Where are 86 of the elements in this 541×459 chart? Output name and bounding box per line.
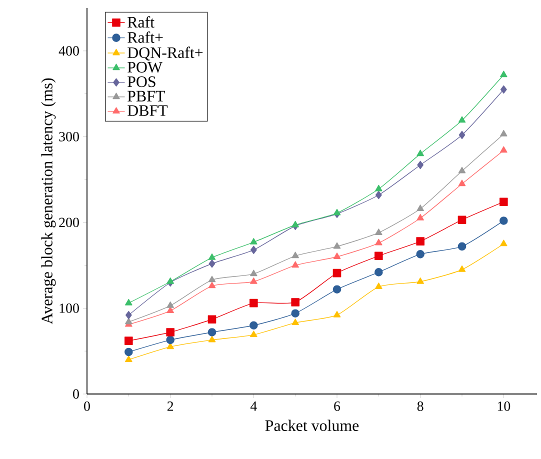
- point: [292, 220, 299, 228]
- point: [416, 214, 424, 220]
- legend-label: DQN-Raft+: [128, 46, 203, 60]
- point: [250, 298, 258, 308]
- point: [500, 240, 508, 246]
- point: [458, 265, 466, 272]
- point: [166, 328, 174, 336]
- point: [458, 180, 466, 186]
- y-axis-title: Average block generation latency (ms): [41, 78, 56, 324]
- point: [416, 250, 424, 258]
- point: [166, 277, 174, 284]
- point: [375, 238, 382, 246]
- point: [208, 253, 216, 260]
- point: [166, 342, 174, 350]
- point: [500, 216, 508, 225]
- point: [333, 242, 341, 249]
- point: [292, 252, 299, 258]
- point: [375, 184, 382, 192]
- point: [500, 70, 508, 78]
- point: [208, 315, 216, 324]
- y-tick-label: 300: [59, 132, 79, 142]
- point: [125, 298, 132, 306]
- point: [124, 336, 133, 345]
- point: [458, 216, 466, 224]
- point: [166, 306, 174, 314]
- point: [125, 356, 132, 362]
- y-tick-label: 0: [73, 389, 79, 399]
- x-tick-label: 6: [334, 402, 340, 411]
- point: [416, 237, 424, 246]
- point: [250, 321, 258, 330]
- legend-label: Raft+: [128, 31, 163, 43]
- x-tick-label: 0: [84, 402, 90, 411]
- point: [416, 150, 424, 156]
- point: [208, 282, 216, 288]
- point: [458, 242, 466, 251]
- point: [333, 208, 341, 216]
- x-axis-title: Packet volume: [265, 420, 359, 431]
- point: [458, 130, 466, 140]
- point: [500, 198, 508, 206]
- x-tick-label: 4: [250, 402, 257, 411]
- point: [332, 285, 342, 294]
- point: [417, 160, 424, 170]
- point: [500, 146, 508, 153]
- y-tick-label: 200: [59, 218, 79, 228]
- point: [208, 328, 216, 336]
- point: [375, 228, 382, 235]
- point: [374, 268, 383, 276]
- x-tick-label: 10: [498, 402, 510, 411]
- legend-label: PBFT: [128, 90, 165, 102]
- point: [208, 276, 216, 282]
- y-tick-label: 400: [58, 46, 79, 56]
- point: [292, 261, 299, 268]
- x-tick-label: 2: [167, 402, 174, 411]
- point: [166, 302, 174, 308]
- point: [500, 130, 508, 136]
- point: [125, 318, 132, 324]
- point: [375, 190, 382, 200]
- point: [374, 252, 383, 260]
- point: [332, 268, 342, 278]
- point: [166, 336, 174, 344]
- point: [124, 348, 133, 356]
- point: [333, 310, 341, 318]
- point: [292, 318, 299, 326]
- point: [208, 259, 216, 268]
- point: [458, 116, 466, 123]
- point: [500, 85, 507, 94]
- point: [250, 277, 258, 284]
- legend-label: POW: [128, 62, 162, 73]
- legend-label: POS: [128, 76, 156, 88]
- point: [250, 238, 258, 244]
- y-tick-label: 100: [60, 304, 79, 313]
- point: [125, 310, 132, 320]
- point: [416, 277, 424, 284]
- point: [458, 166, 466, 174]
- point: [208, 336, 216, 342]
- point: [250, 246, 257, 254]
- point: [291, 298, 300, 306]
- legend-label: DBFT: [128, 105, 168, 116]
- point: [250, 270, 258, 276]
- x-tick-label: 8: [417, 402, 424, 411]
- point: [291, 309, 300, 318]
- point: [333, 252, 341, 259]
- legend-label: Raft: [128, 16, 154, 28]
- point: [250, 330, 258, 338]
- point: [375, 282, 382, 290]
- point: [416, 204, 424, 211]
